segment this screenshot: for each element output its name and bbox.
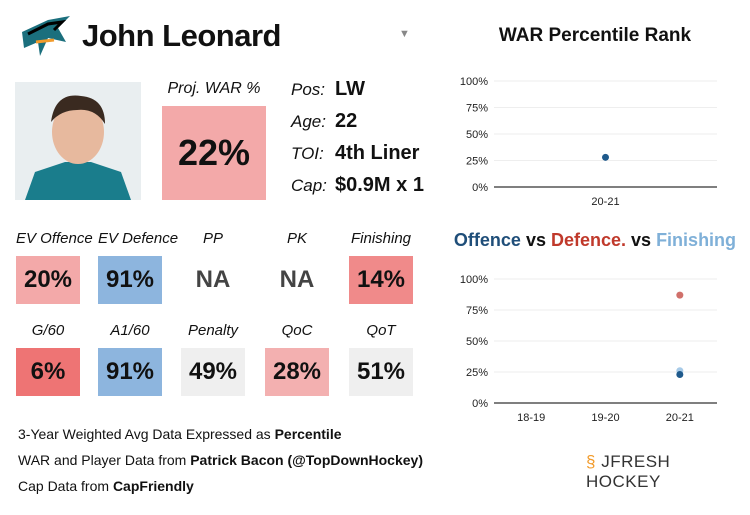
stat-value: NA — [265, 256, 329, 304]
info-row: Pos: LW — [291, 78, 365, 101]
stat-value: 14% — [349, 256, 413, 304]
stat-value: NA — [181, 256, 245, 304]
stat-label: Penalty — [187, 322, 239, 339]
stat-label: A1/60 — [110, 322, 150, 339]
info-key: Cap: — [291, 176, 327, 195]
y-tick-label: 75% — [466, 305, 488, 317]
stat-value: 91% — [98, 256, 162, 304]
info-key: TOI: — [291, 144, 324, 163]
info-key: Age: — [291, 112, 326, 131]
y-tick-label: 25% — [466, 156, 488, 168]
y-tick-label: 0% — [472, 182, 488, 194]
info-key: Pos: — [291, 80, 326, 99]
x-tick-label: 18-19 — [517, 412, 545, 424]
x-tick-label: 20-21 — [666, 412, 694, 424]
footer-line-1: 3-Year Weighted Avg Data Expressed as Pe… — [18, 426, 342, 442]
chart2-title: Offence vs Defence. vs Finishing — [440, 230, 750, 251]
info-value: LW — [335, 78, 365, 100]
chart2-title-part: Finishing — [656, 230, 737, 250]
info-row: Age: 22 — [291, 110, 357, 133]
chart2-title-part: vs — [520, 230, 551, 250]
stat-cell: Penalty 49% — [181, 322, 245, 396]
player-name: John Leonard — [82, 18, 281, 53]
y-tick-label: 50% — [466, 336, 488, 348]
footer-line-3: Cap Data from CapFriendly — [18, 478, 194, 494]
chart2-title-part: vs — [626, 230, 657, 250]
stat-value: 51% — [349, 348, 413, 396]
info-value: 4th Liner — [335, 142, 420, 164]
info-value: 22 — [335, 110, 358, 132]
stat-cell: G/60 6% — [16, 322, 80, 396]
y-tick-label: 50% — [466, 129, 488, 141]
chart1-title: WAR Percentile Rank — [498, 25, 692, 46]
chart2-title-part: Offence — [453, 230, 521, 250]
stat-label: EV Defence — [98, 230, 179, 247]
stat-value: 6% — [16, 348, 80, 396]
y-tick-label: 100% — [460, 76, 488, 88]
data-point — [676, 291, 684, 299]
stat-label: QoT — [366, 322, 396, 339]
stat-cell: QoT 51% — [349, 322, 413, 396]
stat-cell: EV Offence 20% — [16, 230, 93, 304]
y-tick-label: 25% — [466, 367, 488, 379]
sharks-logo — [22, 16, 70, 56]
info-row: Cap: $0.9M x 1 — [291, 174, 424, 197]
stat-label: PK — [286, 230, 307, 247]
stat-cell: Finishing 14% — [349, 230, 413, 304]
info-row: TOI: 4th Liner — [291, 142, 419, 165]
stat-cell: PP NA — [181, 230, 245, 304]
stat-value: 49% — [181, 348, 245, 396]
x-tick-label: 20-21 — [591, 196, 619, 208]
player-photo — [15, 82, 141, 200]
data-point — [676, 370, 684, 378]
stat-label: PP — [202, 230, 223, 247]
y-tick-label: 0% — [472, 398, 488, 410]
proj-war-value: 22% — [162, 106, 266, 200]
stat-label: G/60 — [31, 322, 65, 339]
data-point — [602, 153, 609, 161]
chart2-title-part: Defence. — [550, 230, 627, 250]
brand-logo: § JFRESH HOCKEY — [586, 452, 671, 491]
y-tick-label: 100% — [460, 274, 488, 286]
player-dropdown-icon[interactable]: ▼ — [399, 28, 410, 40]
y-tick-label: 75% — [466, 103, 488, 115]
stat-value: 28% — [265, 348, 329, 396]
stat-label: Finishing — [350, 230, 412, 247]
stat-cell: QoC 28% — [265, 322, 329, 396]
footer-line-2: WAR and Player Data from Patrick Bacon (… — [18, 452, 423, 468]
x-tick-label: 19-20 — [591, 412, 619, 424]
stat-value: 91% — [98, 348, 162, 396]
proj-war-label: Proj. WAR % — [167, 80, 261, 97]
stat-cell: EV Defence 91% — [98, 230, 179, 304]
stat-label: QoC — [281, 322, 313, 339]
stat-cell: A1/60 91% — [98, 322, 162, 396]
stat-label: EV Offence — [16, 230, 93, 247]
stat-value: 20% — [16, 256, 80, 304]
info-value: $0.9M x 1 — [335, 174, 424, 196]
stat-cell: PK NA — [265, 230, 329, 304]
